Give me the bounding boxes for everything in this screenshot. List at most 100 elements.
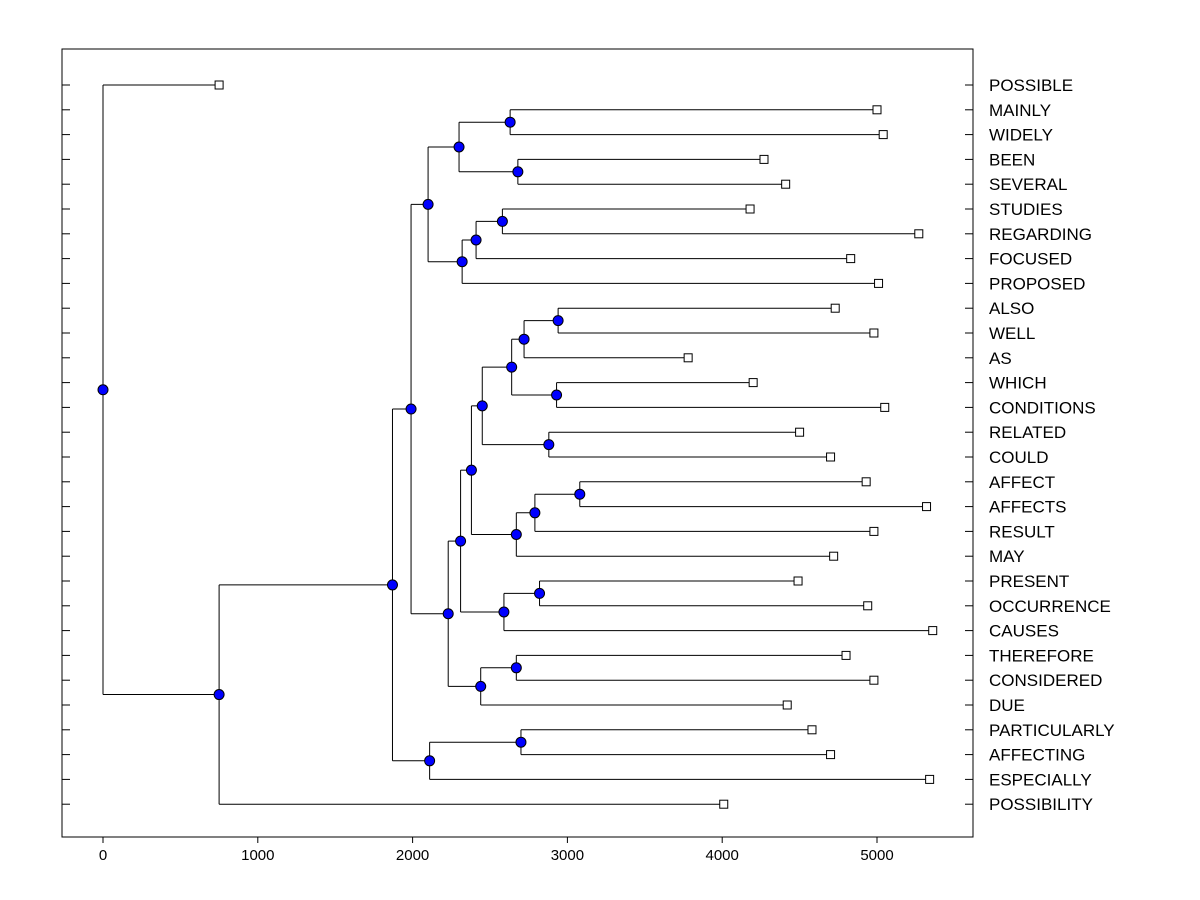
leaf-label: AFFECT [989, 473, 1055, 492]
leaf-marker [869, 526, 879, 536]
leaf-label: THEREFORE [989, 646, 1094, 665]
merge-node [551, 389, 563, 401]
x-tick-label: 0 [99, 847, 107, 864]
leaf-label: WIDELY [989, 126, 1053, 145]
leaf-label: PROPOSED [989, 274, 1085, 293]
merge-node [510, 529, 522, 540]
leaf-marker [878, 130, 888, 140]
leaf-marker [683, 353, 693, 363]
leaf-marker [830, 303, 840, 313]
merge-node [386, 579, 398, 591]
leaf-marker [922, 502, 932, 512]
merge-node [512, 166, 524, 178]
leaf-marker [869, 675, 879, 685]
merge-node [465, 464, 477, 476]
leaf-marker [826, 750, 836, 760]
leaf-label: POSSIBLE [989, 76, 1073, 95]
leaf-label: POSSIBILITY [989, 795, 1093, 814]
leaf-label: PARTICULARLY [989, 721, 1115, 740]
leaf-marker [914, 229, 924, 239]
leaf-marker [793, 576, 803, 586]
plot-frame [61, 48, 974, 838]
leaf-marker [874, 278, 884, 288]
leaf-label: WELL [989, 324, 1035, 343]
leaf-markers [214, 80, 938, 809]
x-tick-label: 2000 [396, 847, 429, 864]
merge-node [496, 215, 508, 227]
leaf-label: REGARDING [989, 225, 1092, 244]
merge-node [498, 606, 510, 618]
merge-node [424, 755, 436, 767]
x-tick-label: 4000 [706, 847, 739, 864]
leaf-label: BEEN [989, 150, 1035, 169]
x-tick-label: 5000 [860, 847, 893, 864]
leaf-label: CONDITIONS [989, 398, 1096, 417]
leaf-label: AFFECTING [989, 746, 1085, 765]
leaf-marker [841, 650, 851, 660]
merge-node [504, 116, 516, 128]
leaf-label: RESULT [989, 522, 1055, 541]
leaf-label: STUDIES [989, 200, 1063, 219]
merge-node [515, 736, 527, 748]
merge-node [422, 198, 434, 210]
merge-node [456, 256, 468, 268]
leaf-marker [214, 80, 224, 90]
leaf-label: OCCURRENCE [989, 597, 1111, 616]
merge-node [475, 680, 487, 692]
leaf-label: ESPECIALLY [989, 770, 1092, 789]
leaf-marker [872, 105, 882, 115]
leaf-marker [869, 328, 879, 338]
leaf-marker [925, 774, 935, 784]
merge-node [455, 535, 467, 547]
leaf-marker [745, 204, 755, 214]
leaf-label: PRESENT [989, 572, 1069, 591]
leaf-label: CAUSES [989, 622, 1059, 641]
merge-node [97, 384, 109, 396]
merge-node [552, 315, 564, 327]
leaf-labels: POSSIBLE MAINLY WIDELY BEEN SEVERAL STUDIES RE… [989, 76, 1115, 814]
merge-node [529, 507, 541, 519]
merge-node [510, 662, 522, 674]
leaf-marker [795, 427, 805, 437]
leaf-marker [861, 477, 871, 487]
leaf-label: CONSIDERED [989, 671, 1102, 690]
leaf-label: AFFECTS [989, 498, 1066, 517]
leaf-marker [829, 551, 839, 561]
leaf-label: MAY [989, 547, 1025, 566]
leaf-label: WHICH [989, 374, 1047, 393]
merge-node [453, 141, 465, 153]
leaf-marker [748, 378, 758, 388]
leaf-label: RELATED [989, 423, 1066, 442]
leaf-marker [807, 725, 817, 735]
leaf-marker [759, 154, 769, 164]
leaf-label: AS [989, 349, 1012, 368]
merge-nodes [97, 116, 586, 767]
leaf-label: SEVERAL [989, 175, 1067, 194]
merge-node [506, 361, 518, 373]
merge-node [543, 439, 555, 451]
leaf-label: COULD [989, 448, 1049, 467]
leaf-marker [863, 601, 873, 611]
leaf-marker [781, 179, 791, 189]
x-tick-label: 3000 [551, 847, 584, 864]
merge-node [405, 403, 417, 415]
leaf-marker [846, 254, 856, 264]
merge-node [574, 488, 586, 500]
leaf-marker [880, 402, 890, 412]
merge-node [213, 689, 225, 701]
leaf-label: FOCUSED [989, 250, 1072, 269]
leaf-marker [826, 452, 836, 462]
y-tick-marks [62, 84, 973, 805]
merge-node [534, 587, 546, 599]
x-axis: 0 1000 2000 3000 4000 5000 [99, 837, 894, 864]
merge-node [476, 400, 488, 412]
merge-node [470, 234, 482, 246]
leaf-label: ALSO [989, 299, 1034, 318]
leaf-label: DUE [989, 696, 1025, 715]
leaf-marker [928, 626, 938, 636]
x-tick-label: 1000 [241, 847, 274, 864]
merge-node [442, 608, 454, 620]
leaf-label: MAINLY [989, 101, 1051, 120]
dendrogram-links [102, 84, 933, 805]
